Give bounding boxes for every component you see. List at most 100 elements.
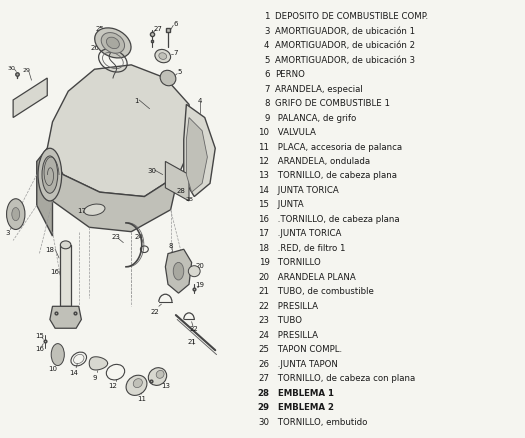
- Text: 16: 16: [35, 345, 44, 351]
- Text: .TORNILLO, de cabeza plana: .TORNILLO, de cabeza plana: [275, 215, 400, 223]
- Ellipse shape: [188, 266, 200, 277]
- Text: 3: 3: [264, 27, 269, 35]
- Text: 28: 28: [177, 187, 185, 194]
- Ellipse shape: [133, 379, 142, 388]
- Text: 16: 16: [50, 268, 60, 275]
- Text: 15: 15: [258, 200, 269, 209]
- Ellipse shape: [126, 375, 147, 396]
- Text: 29: 29: [22, 67, 30, 73]
- Ellipse shape: [42, 156, 58, 194]
- Ellipse shape: [38, 149, 62, 201]
- Text: GRIFO DE COMBUSTIBLE 1: GRIFO DE COMBUSTIBLE 1: [275, 99, 390, 108]
- Text: 20: 20: [195, 262, 204, 268]
- Text: 28: 28: [257, 388, 269, 397]
- Text: PLACA, accesoria de palanca: PLACA, accesoria de palanca: [275, 142, 402, 151]
- Text: VALVULA: VALVULA: [275, 128, 316, 137]
- Ellipse shape: [60, 241, 71, 249]
- Polygon shape: [13, 79, 47, 118]
- Text: ARANDELA PLANA: ARANDELA PLANA: [275, 272, 355, 281]
- Text: 19: 19: [259, 258, 269, 267]
- Text: 7: 7: [264, 85, 269, 93]
- Text: PRESILLA: PRESILLA: [275, 330, 318, 339]
- Ellipse shape: [101, 34, 124, 54]
- Text: 17: 17: [77, 207, 86, 213]
- Text: 30: 30: [258, 417, 269, 426]
- Text: 1: 1: [134, 98, 139, 104]
- Text: 22: 22: [190, 325, 198, 332]
- Text: PERNO: PERNO: [275, 70, 305, 79]
- Text: TAPON COMPL.: TAPON COMPL.: [275, 345, 342, 353]
- Text: 4: 4: [197, 98, 202, 104]
- Ellipse shape: [156, 371, 164, 378]
- Text: 23: 23: [258, 316, 269, 325]
- Text: 3: 3: [6, 229, 10, 235]
- Text: 18: 18: [45, 247, 55, 253]
- Text: AMORTIGUADOR, de ubicación 1: AMORTIGUADOR, de ubicación 1: [275, 27, 415, 35]
- Text: 11: 11: [137, 396, 146, 402]
- Text: 1: 1: [264, 12, 269, 21]
- Text: 6: 6: [174, 21, 178, 27]
- Text: 27: 27: [258, 374, 269, 382]
- Ellipse shape: [107, 38, 119, 49]
- Polygon shape: [184, 105, 215, 197]
- Text: ARANDELA, ondulada: ARANDELA, ondulada: [275, 157, 370, 166]
- Circle shape: [12, 208, 20, 221]
- Text: 28: 28: [185, 197, 193, 202]
- Polygon shape: [47, 149, 178, 232]
- Text: 6: 6: [264, 70, 269, 79]
- Circle shape: [6, 199, 25, 230]
- Circle shape: [51, 344, 64, 366]
- Text: EMBLEMA 1: EMBLEMA 1: [275, 388, 334, 397]
- Text: .RED, de filtro 1: .RED, de filtro 1: [275, 244, 345, 252]
- Text: 10: 10: [258, 128, 269, 137]
- Text: 30: 30: [8, 65, 16, 71]
- Text: 5: 5: [177, 69, 182, 75]
- Text: 8: 8: [264, 99, 269, 108]
- Text: 22: 22: [258, 301, 269, 310]
- Polygon shape: [50, 307, 81, 328]
- Text: 21: 21: [187, 339, 196, 345]
- Text: 21: 21: [258, 287, 269, 296]
- Ellipse shape: [149, 368, 166, 385]
- Text: TUBO: TUBO: [275, 316, 302, 325]
- Text: JUNTA: JUNTA: [275, 200, 303, 209]
- Text: 7: 7: [174, 49, 178, 56]
- Polygon shape: [89, 357, 108, 370]
- Polygon shape: [165, 162, 189, 201]
- Text: 24: 24: [258, 330, 269, 339]
- Text: 20: 20: [258, 272, 269, 281]
- Text: EMBLEMA 2: EMBLEMA 2: [275, 403, 334, 411]
- Text: 24: 24: [135, 233, 143, 240]
- Text: 12: 12: [258, 157, 269, 166]
- Text: AMORTIGUADOR, de ubicación 3: AMORTIGUADOR, de ubicación 3: [275, 56, 415, 64]
- Text: 14: 14: [258, 186, 269, 194]
- Text: 29: 29: [257, 403, 269, 411]
- Ellipse shape: [94, 29, 131, 59]
- Text: 5: 5: [264, 56, 269, 64]
- Text: 18: 18: [258, 244, 269, 252]
- Text: 16: 16: [258, 215, 269, 223]
- Ellipse shape: [84, 205, 105, 216]
- Text: PRESILLA: PRESILLA: [275, 301, 318, 310]
- Ellipse shape: [160, 71, 176, 87]
- Text: TORNILLO: TORNILLO: [275, 258, 321, 267]
- Text: 9: 9: [92, 374, 97, 380]
- Ellipse shape: [155, 50, 171, 64]
- Text: 26: 26: [90, 45, 99, 51]
- Text: 12: 12: [109, 382, 117, 389]
- Polygon shape: [37, 149, 52, 237]
- Text: 8: 8: [169, 242, 173, 248]
- Text: TORNILLO, de cabeza con plana: TORNILLO, de cabeza con plana: [275, 374, 415, 382]
- Text: TORNILLO, de cabeza plana: TORNILLO, de cabeza plana: [275, 171, 397, 180]
- Text: 25: 25: [96, 25, 104, 32]
- Text: 27: 27: [153, 25, 162, 32]
- Polygon shape: [186, 118, 207, 193]
- Text: .JUNTA TORICA: .JUNTA TORICA: [275, 229, 341, 238]
- Text: DEPOSITO DE COMBUSTIBLE COMP.: DEPOSITO DE COMBUSTIBLE COMP.: [275, 12, 428, 21]
- Text: 10: 10: [48, 365, 57, 371]
- Text: 26: 26: [258, 359, 269, 368]
- Ellipse shape: [159, 53, 166, 60]
- Text: 15: 15: [35, 332, 44, 338]
- Text: 13: 13: [161, 382, 170, 389]
- Polygon shape: [60, 245, 71, 307]
